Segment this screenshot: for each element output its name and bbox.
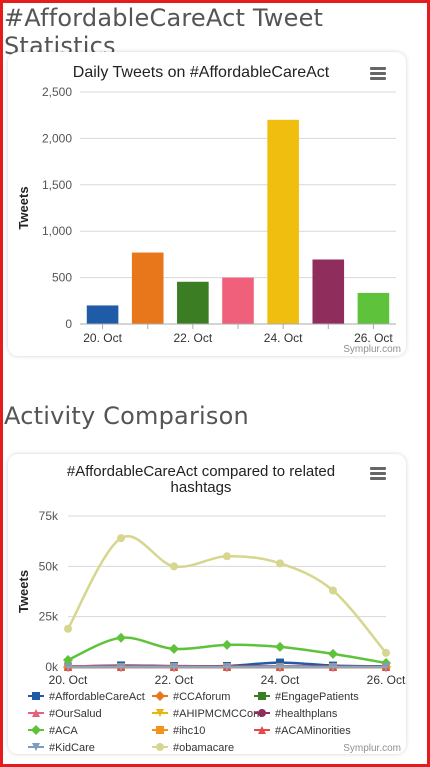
bar-26oct[interactable] xyxy=(357,292,390,324)
hashtag-comparison-line-chart: #AffordableCareAct compared to relatedha… xyxy=(16,463,406,754)
y-tick-label: 500 xyxy=(52,271,72,285)
legend-item-obamacare[interactable]: #obamacare xyxy=(152,742,234,754)
x-tick-label: 22. Oct xyxy=(155,673,194,687)
data-point xyxy=(170,562,178,571)
data-point xyxy=(276,559,284,568)
legend-item-affordablecareact[interactable]: #AffordableCareAct xyxy=(28,691,145,703)
x-tick-label: 20. Oct xyxy=(49,673,88,687)
data-point xyxy=(31,725,41,735)
legend-label: #CCAforum xyxy=(173,691,230,703)
legend-label: #EngagePatients xyxy=(275,691,359,703)
bar-25oct[interactable] xyxy=(312,259,345,324)
legend-label: #healthplans xyxy=(275,708,338,720)
legend-label: #KidCare xyxy=(49,742,95,754)
hamburger-menu-icon[interactable] xyxy=(370,67,386,80)
data-point xyxy=(328,648,338,659)
data-point xyxy=(258,709,266,717)
legend-item-acaminorities[interactable]: #ACAMinorities xyxy=(254,725,351,737)
chart-title-line: hashtags xyxy=(171,479,232,496)
bar-20oct[interactable] xyxy=(86,305,119,324)
legend-label: #obamacare xyxy=(173,742,234,754)
x-tick-label: 24. Oct xyxy=(261,673,300,687)
legend-item-ihc10[interactable]: #ihc10 xyxy=(152,725,205,737)
x-tick-label: 26. Oct xyxy=(354,331,393,345)
menu-icon-bar xyxy=(370,67,386,70)
y-tick-label: 0k xyxy=(45,660,59,674)
legend-item-oursalud[interactable]: #OurSalud xyxy=(28,708,102,720)
legend-item-kidcare[interactable]: #KidCare xyxy=(28,742,95,754)
y-tick-label: 25k xyxy=(39,610,59,624)
data-point xyxy=(32,709,40,717)
menu-icon-bar xyxy=(370,472,386,475)
y-axis-label: Tweets xyxy=(16,186,31,229)
legend-label: #AHIPMCMCConf xyxy=(173,708,263,720)
legend-label: #ACA xyxy=(49,725,78,737)
data-point xyxy=(275,641,285,652)
x-tick-label: 22. Oct xyxy=(174,331,213,345)
data-point xyxy=(155,691,165,701)
data-point xyxy=(169,643,179,654)
hashtag-comparison-chart-card: #AffordableCareAct compared to related ha… xyxy=(8,454,406,754)
data-point xyxy=(117,534,125,543)
y-axis-label: Tweets xyxy=(16,570,31,613)
daily-tweets-chart-card: Daily Tweets on #AffordableCareAct 0 500 1,… xyxy=(8,52,406,356)
data-point xyxy=(63,654,73,665)
data-point xyxy=(258,692,266,700)
data-point xyxy=(116,632,126,643)
credit-label: Symplur.com xyxy=(343,344,401,355)
x-tick-label: 24. Oct xyxy=(264,331,303,345)
legend-label: #AffordableCareAct xyxy=(49,691,145,703)
y-tick-label: 2,000 xyxy=(42,131,72,145)
bar-23oct[interactable] xyxy=(222,277,254,324)
bar-21oct[interactable] xyxy=(131,252,164,324)
menu-icon-bar xyxy=(370,77,386,80)
data-point xyxy=(329,586,337,595)
chart-title-line: #AffordableCareAct compared to related xyxy=(67,463,335,480)
data-point xyxy=(156,743,164,751)
y-tick-label: 1,500 xyxy=(42,178,72,192)
x-tick-label: 26. Oct xyxy=(367,673,406,687)
y-tick-label: 0 xyxy=(65,317,72,331)
data-point xyxy=(156,726,164,734)
y-tick-label: 1,000 xyxy=(42,224,72,238)
legend-item-ccaforum[interactable]: #CCAforum xyxy=(152,691,230,703)
data-point xyxy=(223,552,231,561)
bar-22oct[interactable] xyxy=(177,281,209,324)
daily-tweets-bar-chart: Daily Tweets on #AffordableCareAct 0 500 1,… xyxy=(16,64,401,355)
menu-icon-bar xyxy=(370,467,386,470)
legend-item-aca[interactable]: #ACA xyxy=(28,725,78,737)
legend-label: #OurSalud xyxy=(49,708,102,720)
menu-icon-bar xyxy=(370,72,386,75)
legend-label: #ACAMinorities xyxy=(275,725,351,737)
legend-item-ahipmcmcconf[interactable]: #AHIPMCMCConf xyxy=(152,708,263,720)
chart-title: Daily Tweets on #AffordableCareAct xyxy=(73,64,330,81)
data-point xyxy=(258,726,266,734)
y-tick-label: 50k xyxy=(39,559,59,573)
data-point xyxy=(156,709,164,717)
x-tick-label: 20. Oct xyxy=(83,331,122,345)
data-point xyxy=(32,692,40,700)
data-point xyxy=(64,624,72,633)
bar-24oct[interactable] xyxy=(267,119,299,324)
y-tick-label: 2,500 xyxy=(42,85,72,99)
hamburger-menu-icon[interactable] xyxy=(370,467,386,480)
data-point xyxy=(32,743,40,751)
legend-label: #ihc10 xyxy=(173,725,205,737)
section-title-activity-comparison: Activity Comparison xyxy=(4,402,249,430)
legend-item-engagepatients[interactable]: #EngagePatients xyxy=(254,691,359,703)
data-point xyxy=(222,639,232,650)
credit-label: Symplur.com xyxy=(343,743,401,754)
data-point xyxy=(382,648,390,657)
y-tick-label: 75k xyxy=(39,509,59,523)
legend-item-healthplans[interactable]: #healthplans xyxy=(254,708,338,720)
menu-icon-bar xyxy=(370,477,386,480)
